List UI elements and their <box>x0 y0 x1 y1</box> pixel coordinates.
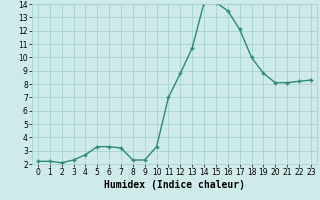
X-axis label: Humidex (Indice chaleur): Humidex (Indice chaleur) <box>104 180 245 190</box>
